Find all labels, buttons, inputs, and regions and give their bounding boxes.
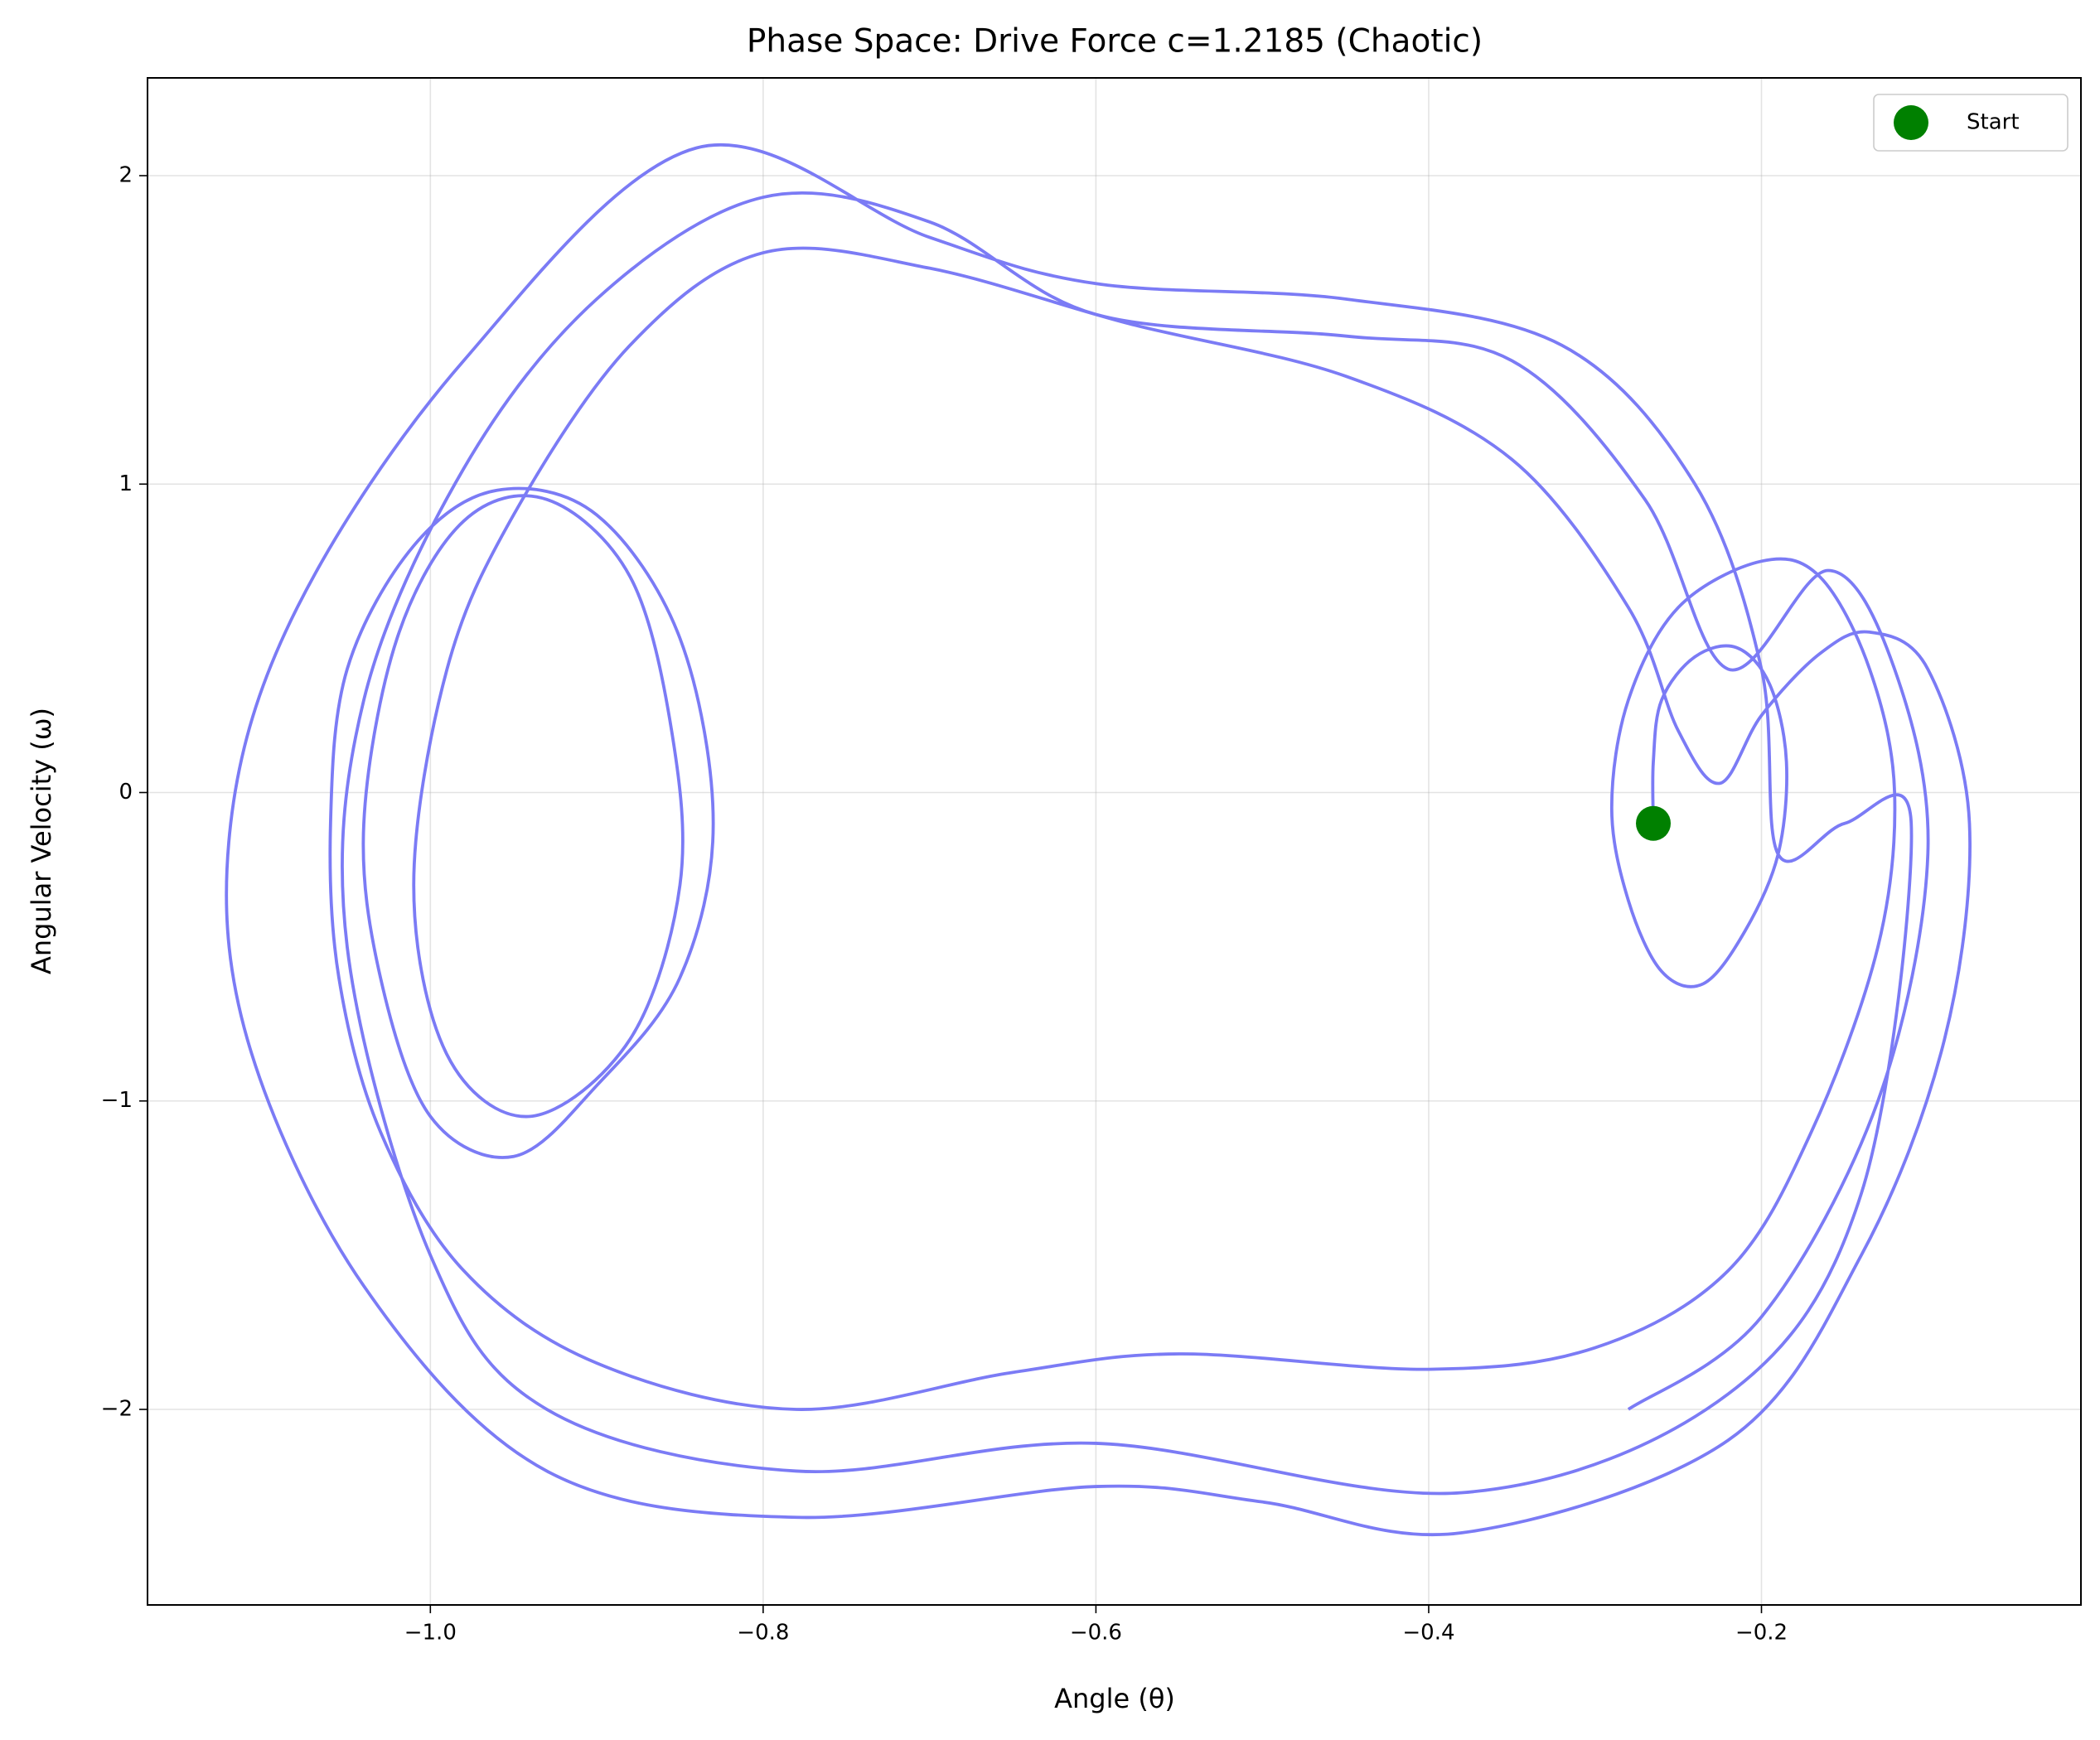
legend-marker — [1894, 105, 1928, 140]
x-tick-label: −1.0 — [404, 1621, 457, 1646]
x-tick-label: −0.6 — [1070, 1621, 1122, 1646]
y-axis-label: Angular Velocity (ω) — [26, 708, 57, 974]
legend-box — [1873, 94, 2069, 152]
chart-title: Phase Space: Drive Force c=1.2185 (Chaot… — [747, 23, 1483, 60]
y-tick-label: 0 — [119, 780, 133, 805]
plot-frame — [147, 77, 2082, 1606]
y-tick-label: 1 — [119, 471, 133, 496]
y-tick-label: −2 — [101, 1396, 133, 1421]
trajectory-line — [225, 143, 1972, 1537]
legend-label: Start — [1967, 110, 2020, 135]
start-point — [1636, 805, 1672, 841]
x-axis-label: Angle (θ) — [1054, 1683, 1175, 1714]
legend: Start — [1873, 94, 2069, 152]
x-tick-label: −0.8 — [737, 1621, 789, 1646]
x-tick-label: −0.2 — [1735, 1621, 1788, 1646]
y-tick-label: 2 — [119, 163, 133, 188]
y-tick-label: −1 — [101, 1088, 133, 1113]
x-tick-label: −0.4 — [1402, 1621, 1454, 1646]
